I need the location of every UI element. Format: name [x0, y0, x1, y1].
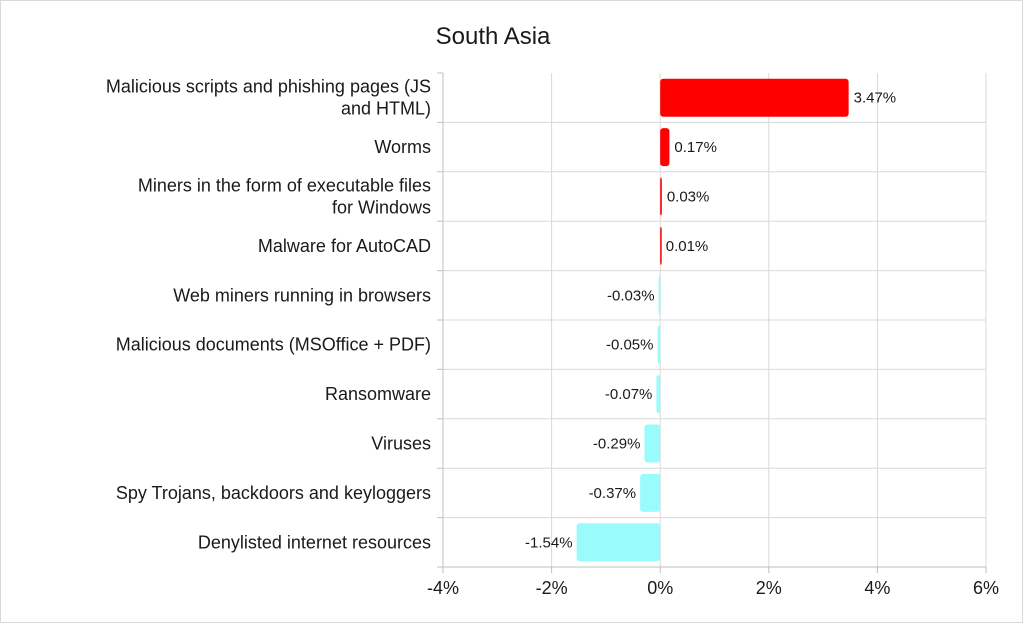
data-label: -0.03%: [607, 287, 655, 304]
value-labels: 3.47% 0.17% 0.03% 0.01% -0.03% -0.05% -0.07% -0…: [525, 90, 896, 552]
bar: [644, 424, 661, 463]
bar: [656, 375, 661, 414]
chart-title: South Asia: [436, 23, 551, 50]
bar: [660, 128, 670, 167]
bar: [657, 325, 661, 364]
data-label: 3.47%: [854, 90, 897, 107]
data-label: -0.05%: [606, 337, 654, 354]
category-label: Malicious scripts and phishing pages (JS…: [106, 77, 431, 119]
category-label: Denylisted internet resources: [198, 532, 431, 552]
data-label: -0.29%: [593, 436, 641, 453]
x-tick-label: 2%: [756, 578, 782, 598]
grid-lines: [437, 72, 987, 573]
bar: [660, 78, 849, 117]
data-label: 0.03%: [667, 189, 710, 206]
category-label: Miners in the form of executable files fo…: [138, 176, 431, 218]
bar: [576, 523, 661, 562]
category-label: Ransomware: [325, 384, 431, 404]
data-label: -0.37%: [589, 485, 637, 502]
category-label: Viruses: [371, 434, 431, 454]
bar: [660, 177, 662, 216]
data-label: 0.17%: [674, 139, 717, 156]
x-tick-label: 0%: [647, 578, 673, 598]
x-tick-label: 6%: [973, 578, 999, 598]
bar: [660, 226, 662, 265]
x-axis-ticks: -4% -2% 0% 2% 4% 6%: [427, 578, 999, 598]
x-tick-label: 4%: [864, 578, 890, 598]
category-label: Worms: [374, 137, 431, 157]
bar: [658, 276, 661, 315]
data-label: -1.54%: [525, 534, 573, 551]
category-labels: Malicious scripts and phishing pages (JS…: [106, 77, 431, 553]
category-label: Malware for AutoCAD: [258, 236, 431, 256]
bars: [576, 78, 849, 562]
x-tick-label: -4%: [427, 578, 459, 598]
x-tick-label: -2%: [536, 578, 568, 598]
category-label: Spy Trojans, backdoors and keyloggers: [116, 483, 431, 503]
category-label: Web miners running in browsers: [173, 285, 431, 305]
bar: [640, 473, 661, 512]
category-label: Malicious documents (MSOffice + PDF): [116, 335, 431, 355]
data-label: -0.07%: [605, 386, 653, 403]
data-label: 0.01%: [666, 238, 709, 255]
